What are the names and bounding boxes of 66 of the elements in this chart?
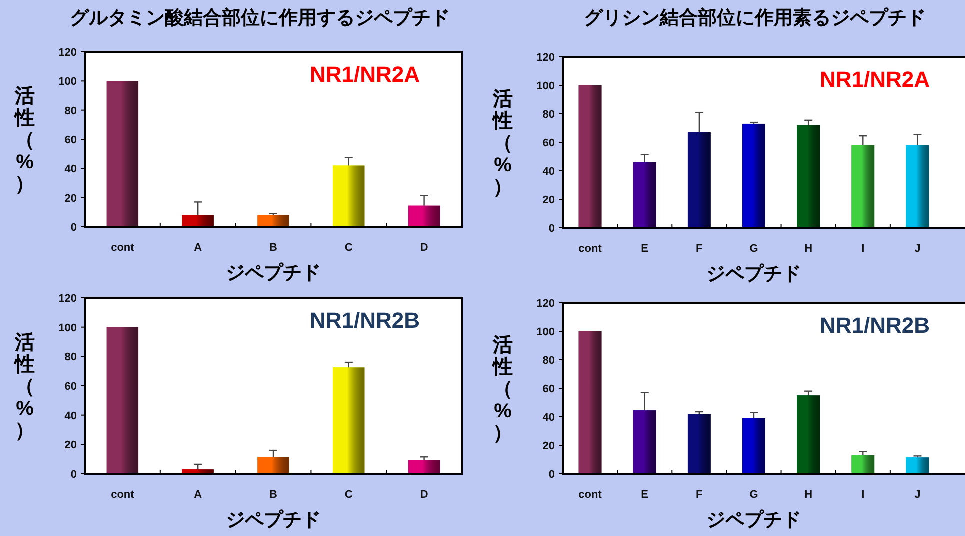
x-axis-title: ジペプチド	[226, 262, 321, 284]
y-tick-label: 100	[536, 80, 555, 92]
y-tick-label: 120	[58, 47, 77, 59]
x-tick-label: I	[862, 243, 865, 255]
x-tick-label: B	[270, 489, 278, 501]
chart-title: グリシン結合部位に作用素るジペプチド	[584, 7, 926, 29]
y-tick-label: 0	[70, 469, 77, 481]
y-tick-label: 0	[70, 222, 77, 234]
x-tick-label: C	[344, 489, 353, 501]
y-tick-label: 40	[64, 410, 77, 422]
x-axis-title: ジペプチド	[706, 509, 802, 531]
y-axis-title: 活性（%）	[491, 88, 513, 198]
y-tick-label: 20	[64, 192, 77, 205]
x-tick-label: H	[804, 243, 813, 255]
x-tick-label: J	[914, 243, 921, 255]
y-tick-label: 120	[536, 52, 555, 64]
y-tick-label: 60	[64, 381, 77, 393]
y-tick-label: 100	[536, 326, 555, 338]
y-tick-label: 120	[536, 298, 555, 310]
x-tick-label: B	[270, 242, 278, 254]
x-axis-title: ジペプチド	[226, 509, 321, 531]
x-tick-label: G	[750, 243, 758, 255]
x-tick-label: cont	[578, 489, 602, 501]
annotation: NR1/NR2B	[310, 308, 420, 333]
y-tick-label: 80	[542, 355, 555, 367]
x-tick-label: E	[641, 243, 649, 255]
y-axis-title: 活性（%）	[491, 334, 513, 444]
y-tick-label: 20	[542, 440, 555, 452]
y-tick-label: 120	[58, 293, 77, 305]
y-tick-label: 40	[542, 412, 555, 424]
y-tick-label: 100	[58, 322, 77, 334]
y-tick-label: 0	[548, 469, 555, 481]
x-tick-label: J	[914, 489, 921, 501]
y-tick-label: 20	[64, 440, 77, 452]
x-tick-label: D	[420, 242, 428, 254]
x-tick-label: F	[696, 489, 704, 501]
y-tick-label: 60	[542, 138, 555, 150]
y-tick-label: 40	[542, 166, 555, 178]
y-axis-title: 活性（%）	[13, 332, 35, 442]
y-tick-label: 100	[58, 76, 77, 88]
x-tick-label: A	[194, 242, 202, 254]
y-tick-label: 80	[64, 105, 77, 118]
annotation: NR1/NR2A	[310, 62, 420, 87]
y-tick-label: 80	[542, 109, 555, 121]
x-tick-label: A	[194, 489, 202, 501]
x-tick-label: E	[641, 489, 649, 501]
chart-title: グルタミン酸結合部位に作用するジペプチド	[70, 7, 450, 29]
x-tick-label: cont	[578, 243, 602, 255]
x-axis-title: ジペプチド	[706, 263, 802, 285]
x-tick-label: F	[696, 243, 704, 255]
y-tick-label: 40	[64, 164, 77, 176]
x-tick-label: cont	[111, 242, 135, 254]
y-tick-label: 60	[542, 384, 555, 396]
annotation: NR1/NR2A	[820, 67, 930, 92]
annotation: NR1/NR2B	[820, 313, 930, 338]
y-tick-label: 80	[64, 352, 77, 364]
x-tick-label: I	[862, 489, 865, 501]
y-tick-label: 0	[548, 223, 555, 235]
x-tick-label: H	[804, 489, 813, 501]
y-axis-title: 活性（%）	[13, 86, 35, 196]
x-tick-label: cont	[111, 489, 135, 501]
y-tick-label: 20	[542, 194, 555, 206]
x-tick-label: C	[344, 242, 353, 254]
y-tick-label: 60	[64, 134, 77, 146]
x-tick-label: G	[750, 489, 758, 501]
x-tick-label: D	[420, 489, 428, 501]
